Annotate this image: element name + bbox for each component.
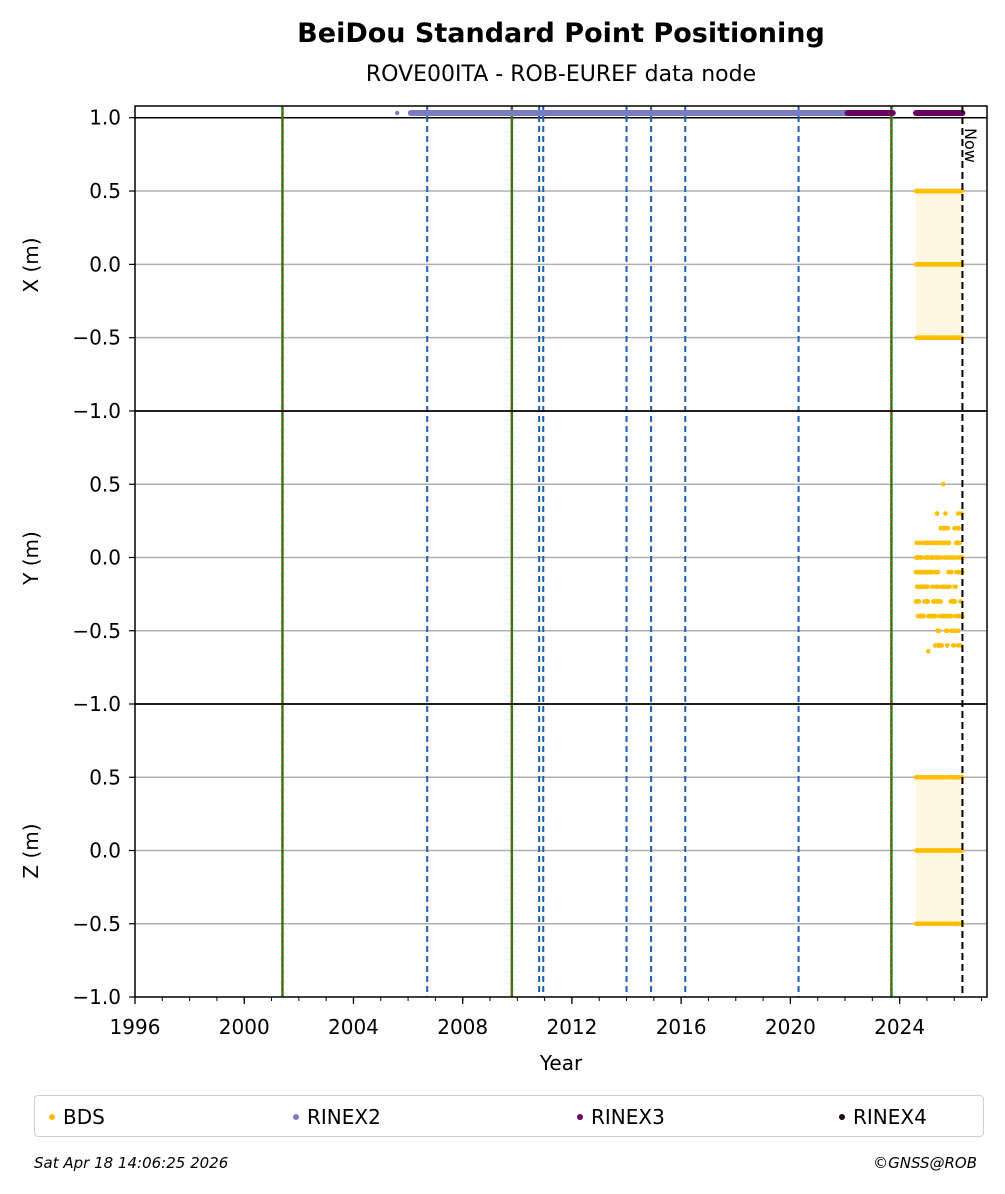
chart-marks: −1.0 −0.5 0.0 0.5 1.0 −1.0 −0.5 0.0 0.5 −1.0 −0.5 0… xyxy=(72,105,988,1039)
now-label: Now xyxy=(961,128,980,163)
bds-point xyxy=(945,525,951,531)
x-tick-label: 2012 xyxy=(546,1015,597,1039)
chart-canvas: BeiDou Standard Point Positioning ROVE00… xyxy=(19,18,988,1075)
bds-point xyxy=(939,555,945,560)
y-tick-label: −1.0 xyxy=(72,399,121,423)
bds-point xyxy=(934,511,940,516)
bds-point xyxy=(932,613,938,619)
x-tick-label: 2000 xyxy=(219,1015,270,1039)
y-tick-label: −0.5 xyxy=(72,619,121,643)
bds-point xyxy=(935,584,941,590)
y-tick-label: 0.0 xyxy=(89,546,121,570)
y-tick-label: −0.5 xyxy=(72,912,121,936)
bds-point xyxy=(944,628,950,634)
y-tick-label: −1.0 xyxy=(72,692,121,716)
legend-label-rinex3: RINEX3 xyxy=(591,1105,665,1129)
y-tick-label: 1.0 xyxy=(89,106,121,130)
bds-point xyxy=(947,584,952,590)
bds-point xyxy=(941,481,946,487)
legend-label-bds: BDS xyxy=(63,1105,105,1129)
bds-point xyxy=(925,599,931,604)
y-tick-label: 0.5 xyxy=(89,179,121,203)
panel-x: X (m) xyxy=(19,237,43,292)
bds-point xyxy=(953,584,958,590)
legend-label-rinex2: RINEX2 xyxy=(307,1105,381,1129)
legend-marker-bds xyxy=(49,1113,55,1120)
y-tick-label: 0.0 xyxy=(89,839,121,863)
legend-label-rinex4: RINEX4 xyxy=(853,1105,927,1129)
bds-point xyxy=(925,648,931,654)
bds-point xyxy=(936,628,942,634)
legend-item-rinex4: RINEX4 xyxy=(839,1105,927,1129)
panel-frame xyxy=(134,105,988,412)
legend-marker-rinex3 xyxy=(577,1113,583,1120)
panel-z-ylabel: Z (m) xyxy=(19,823,43,878)
panel-x-ylabel: X (m) xyxy=(19,237,43,292)
bds-point xyxy=(943,511,948,516)
x-tick-label: 1996 xyxy=(110,1015,161,1039)
bds-point xyxy=(925,584,930,590)
y-tick-label: −1.0 xyxy=(72,985,121,1009)
availability-point xyxy=(394,110,400,116)
y-tick-label: 0.5 xyxy=(89,765,121,789)
legend-item-bds: BDS xyxy=(49,1105,105,1129)
bds-point xyxy=(919,555,925,560)
legend-item-rinex2: RINEX2 xyxy=(293,1105,381,1129)
bds-point xyxy=(952,599,958,604)
footer-timestamp: Sat Apr 18 14:06:25 2026 xyxy=(34,1154,229,1172)
y-tick-label: 0.5 xyxy=(89,472,121,496)
bds-point xyxy=(949,569,954,575)
x-tick-label: 2016 xyxy=(656,1015,707,1039)
bds-point xyxy=(944,643,950,648)
legend-marker-rinex4 xyxy=(839,1113,845,1120)
x-axis-label: Year xyxy=(539,1051,583,1075)
bds-point xyxy=(955,628,961,634)
panel-z: Z (m) xyxy=(19,823,43,878)
legend: BDS RINEX2 RINEX3 RINEX4 xyxy=(34,1095,984,1137)
x-tick-label: 2024 xyxy=(874,1015,925,1039)
panel-y: Y (m) xyxy=(19,531,43,586)
legend-item-rinex3: RINEX3 xyxy=(577,1105,665,1129)
bds-point xyxy=(935,569,941,575)
panel-frame xyxy=(134,703,988,998)
panel-y-ylabel: Y (m) xyxy=(19,531,43,586)
bds-point xyxy=(929,584,935,590)
chart-subtitle: ROVE00ITA - ROB-EUREF data node xyxy=(366,62,756,87)
bds-point xyxy=(957,540,963,546)
bds-point xyxy=(939,643,945,648)
bds-point xyxy=(946,540,952,546)
bds-point xyxy=(921,613,927,619)
y-tick-label: −0.5 xyxy=(72,326,121,350)
bds-point xyxy=(917,540,922,546)
x-tick-label: 2020 xyxy=(765,1015,816,1039)
bds-point xyxy=(916,599,922,604)
footer-copyright: ©GNSS@ROB xyxy=(873,1154,977,1172)
bds-point xyxy=(956,525,961,531)
x-tick-label: 2008 xyxy=(437,1015,488,1039)
bds-point xyxy=(938,599,943,604)
y-tick-label: 0.0 xyxy=(89,252,121,276)
legend-marker-rinex2 xyxy=(293,1113,299,1120)
chart-title: BeiDou Standard Point Positioning xyxy=(297,18,825,49)
x-tick-label: 2004 xyxy=(328,1015,379,1039)
bds-point xyxy=(949,613,954,619)
bds-point xyxy=(951,643,957,648)
